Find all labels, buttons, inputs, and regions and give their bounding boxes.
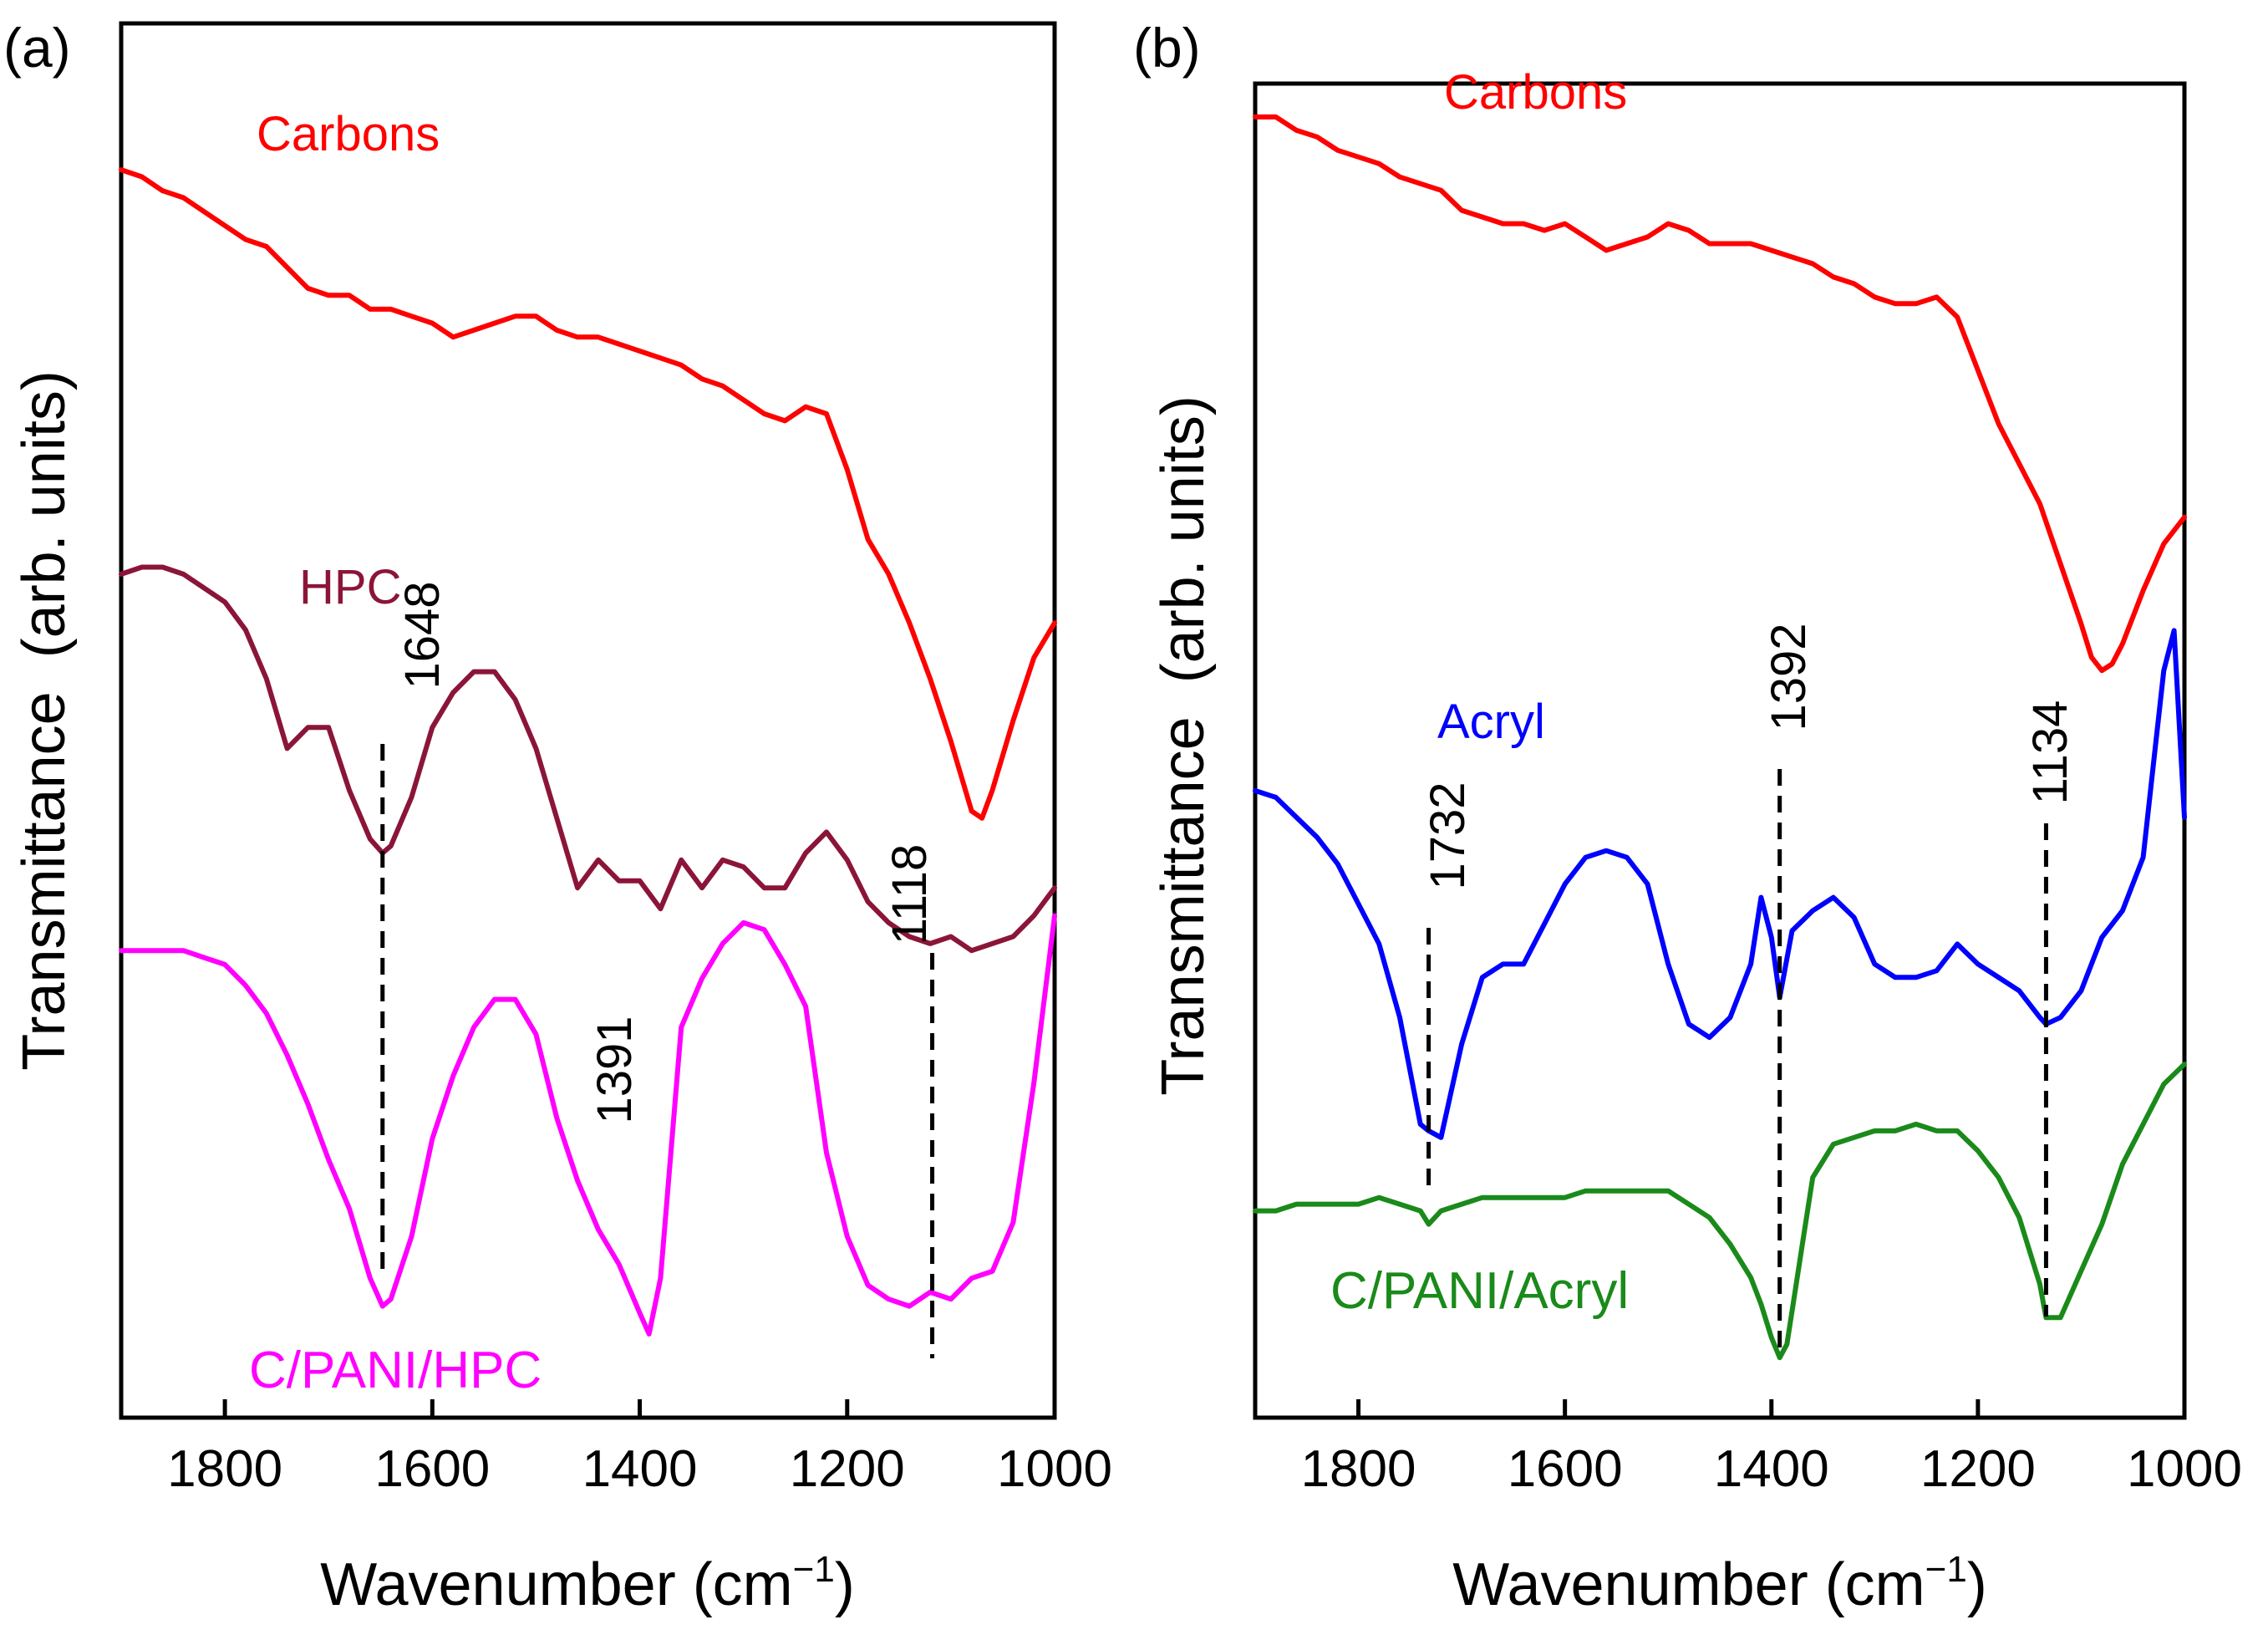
series-line-carbons bbox=[119, 167, 1057, 821]
series-label-carbons-a: Carbons bbox=[257, 107, 440, 161]
series-label-cpani-hpc-a: C/PANI/HPC bbox=[249, 1342, 542, 1399]
ticks-a: 1800 1600 1400 1200 1000 bbox=[167, 1399, 1112, 1498]
x-tick-label: 1800 bbox=[1301, 1440, 1416, 1498]
peak-label: 1648 bbox=[395, 581, 450, 689]
plot-frame-b bbox=[1253, 81, 2187, 1420]
series-b bbox=[1253, 114, 2187, 1361]
x-axis-label-b: Wavenumber (cm−1) bbox=[1452, 1549, 1987, 1618]
panel-label-b: (b) bbox=[1133, 17, 1201, 79]
series-labels-a: Carbons HPC C/PANI/HPC bbox=[249, 107, 542, 1399]
peak-label: 1732 bbox=[1421, 782, 1475, 889]
peak-label: 1134 bbox=[2023, 700, 2077, 805]
y-axis-label-b: Transmittance (arb. units) bbox=[1150, 395, 1217, 1096]
series-label-hpc-a: HPC bbox=[299, 560, 401, 614]
series-line-c-pani-acryl bbox=[1253, 1062, 2187, 1361]
peak-label: 1391 bbox=[587, 1016, 642, 1123]
series-label-carbons-b: Carbons bbox=[1444, 65, 1627, 120]
plot-frame-a bbox=[119, 21, 1057, 1420]
x-axis-label-a: Wavenumber (cm−1) bbox=[320, 1549, 855, 1618]
panel-b: (b) Transmittance (arb. units) Wavenumbe… bbox=[1133, 17, 2242, 1618]
series-line-c-pani-hpc bbox=[119, 913, 1057, 1337]
series-line-acryl bbox=[1253, 628, 2187, 1140]
x-tick-label: 1800 bbox=[167, 1440, 282, 1498]
ticks-b: 1800 1600 1400 1200 1000 bbox=[1301, 1399, 2242, 1498]
series-labels-b: Carbons Acryl C/PANI/Acryl bbox=[1330, 65, 1629, 1320]
series-line-hpc bbox=[119, 564, 1057, 954]
x-tick-label: 1600 bbox=[374, 1440, 490, 1498]
series-a bbox=[119, 167, 1057, 1337]
series-label-cpani-acryl-b: C/PANI/Acryl bbox=[1330, 1262, 1629, 1320]
series-line-carbons bbox=[1253, 114, 2187, 674]
x-tick-label: 1200 bbox=[790, 1440, 905, 1498]
x-tick-label: 1000 bbox=[2127, 1440, 2242, 1498]
annotations-a: 1648 1391 1118 bbox=[380, 581, 937, 1358]
x-tick-label: 1600 bbox=[1508, 1440, 1623, 1498]
x-tick-label: 1400 bbox=[582, 1440, 698, 1498]
x-tick-label: 1000 bbox=[997, 1440, 1112, 1498]
series-label-acryl-b: Acryl bbox=[1437, 695, 1545, 749]
peak-label: 1392 bbox=[1762, 623, 1816, 731]
annotations-b: 1732 1392 1134 bbox=[1421, 623, 2077, 1350]
panel-label-a: (a) bbox=[3, 17, 71, 79]
x-tick-label: 1200 bbox=[1920, 1440, 2036, 1498]
peak-label: 1118 bbox=[882, 844, 937, 945]
panel-a: (a) Transmittance (arb. units) Wavenumbe… bbox=[3, 17, 1112, 1618]
x-tick-label: 1400 bbox=[1714, 1440, 1829, 1498]
y-axis-label-a: Transmittance (arb. units) bbox=[11, 370, 78, 1071]
